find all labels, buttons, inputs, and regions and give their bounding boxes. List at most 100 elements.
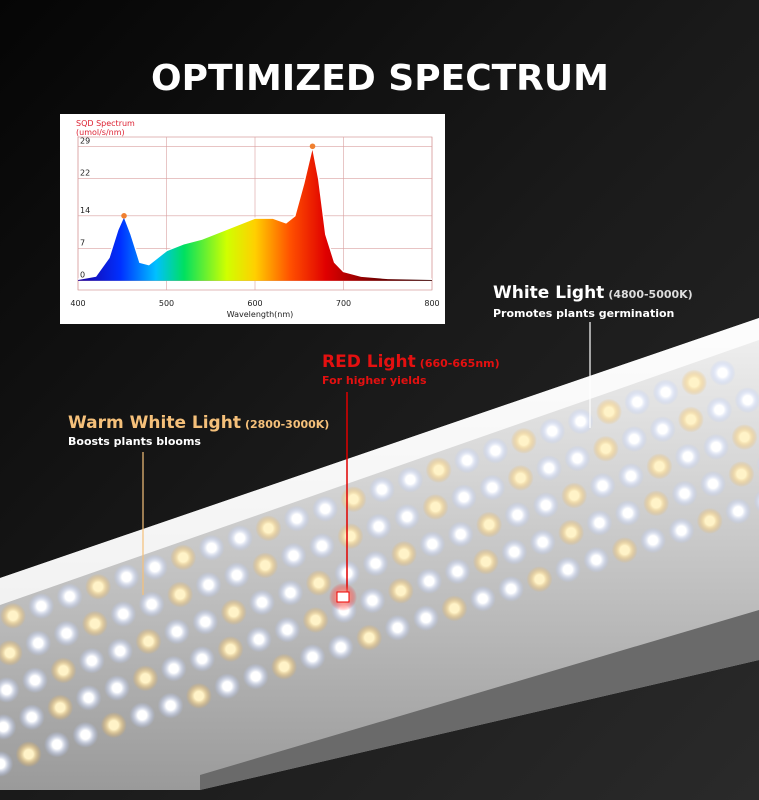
led (391, 540, 417, 567)
y-axis-label: SQD Spectrum (76, 119, 135, 128)
led (365, 513, 392, 540)
led (476, 511, 503, 538)
led (50, 657, 77, 684)
line (77, 146, 433, 281)
led (558, 519, 585, 546)
led (640, 527, 666, 554)
led (167, 581, 194, 608)
led (504, 501, 531, 528)
callout-detail: (4800-5000K) (608, 288, 692, 301)
y-tick-label: 0 (80, 271, 85, 280)
callout: Warm White Light (2800-3000K) (68, 413, 329, 433)
led (104, 675, 130, 701)
led (271, 653, 298, 680)
led (223, 562, 250, 589)
led (0, 676, 20, 703)
led (189, 645, 216, 672)
red-led-chip (336, 591, 350, 603)
led (706, 396, 733, 423)
led (731, 424, 758, 451)
title: OPTIMIZED SPECTRUM (151, 58, 609, 99)
led (245, 626, 272, 653)
led (681, 369, 708, 396)
led (160, 655, 187, 682)
led-grid (0, 359, 759, 777)
lamp-side (200, 610, 759, 790)
led (614, 500, 641, 526)
x-tick-label: 400 (70, 299, 85, 308)
led (138, 591, 165, 618)
led (536, 455, 562, 482)
led (220, 599, 247, 626)
led (28, 593, 55, 620)
led (668, 517, 695, 544)
peak-marker (309, 143, 316, 150)
led (157, 692, 184, 719)
led (529, 529, 556, 556)
led (422, 494, 449, 520)
y-tick-label: 29 (80, 136, 90, 145)
lamp-edge (0, 318, 759, 605)
led (252, 552, 279, 579)
led (709, 359, 736, 386)
led (482, 437, 509, 464)
callout: White Light (4800-5000K) (493, 283, 693, 303)
led (696, 507, 723, 534)
led (419, 531, 446, 558)
led (0, 750, 14, 777)
led (734, 387, 759, 414)
led (255, 515, 282, 542)
led (277, 579, 304, 606)
x-tick-label: 500 (159, 299, 174, 308)
y-axis-label: (umol/s/nm) (76, 128, 125, 137)
led (554, 556, 581, 583)
led (532, 492, 559, 519)
led (78, 647, 105, 674)
led (217, 636, 244, 663)
x-tick-label: 800 (424, 299, 439, 308)
led (447, 521, 474, 548)
led (75, 684, 102, 711)
y-tick-label: 22 (80, 169, 90, 178)
callout-note: Promotes plants germination (493, 307, 674, 320)
led (359, 587, 386, 614)
led (0, 602, 26, 629)
area (78, 146, 432, 281)
led (703, 433, 730, 460)
led (592, 435, 619, 462)
led (472, 548, 499, 575)
led (18, 704, 45, 731)
led (135, 628, 162, 655)
y-tick-label: 7 (80, 238, 85, 247)
led (198, 534, 225, 561)
led (47, 694, 74, 721)
led (312, 495, 339, 522)
led (107, 638, 134, 664)
chart: 0 7 14 22 29 400 500 600 700 800 SQD Spectrum(umol… (70, 119, 439, 319)
led (507, 464, 534, 491)
led (567, 408, 594, 435)
led (394, 503, 421, 530)
led (340, 486, 367, 513)
led (132, 665, 159, 692)
led (141, 554, 168, 581)
led (589, 472, 616, 499)
led (643, 490, 670, 517)
led (305, 570, 332, 596)
led (674, 443, 701, 470)
led (85, 573, 112, 600)
led (100, 712, 127, 739)
callout-note: Boosts plants blooms (68, 435, 201, 448)
led (110, 601, 137, 627)
led (387, 577, 414, 604)
led (129, 702, 156, 729)
led (677, 406, 704, 433)
led (671, 480, 698, 507)
led (416, 568, 443, 595)
led (479, 474, 506, 501)
led (583, 546, 610, 573)
led (327, 634, 354, 661)
led (309, 532, 335, 559)
callout-title: Warm White Light (68, 413, 241, 433)
led (510, 427, 537, 454)
